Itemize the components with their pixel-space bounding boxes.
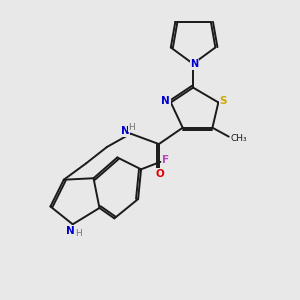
Text: H: H xyxy=(75,229,81,238)
Text: N: N xyxy=(66,226,75,236)
Text: F: F xyxy=(162,155,169,165)
Text: N: N xyxy=(121,126,130,136)
Text: S: S xyxy=(220,96,227,106)
Text: N: N xyxy=(190,59,198,69)
Text: N: N xyxy=(161,96,170,106)
Text: H: H xyxy=(128,123,135,132)
Text: O: O xyxy=(155,169,164,179)
Text: CH₃: CH₃ xyxy=(231,134,247,142)
